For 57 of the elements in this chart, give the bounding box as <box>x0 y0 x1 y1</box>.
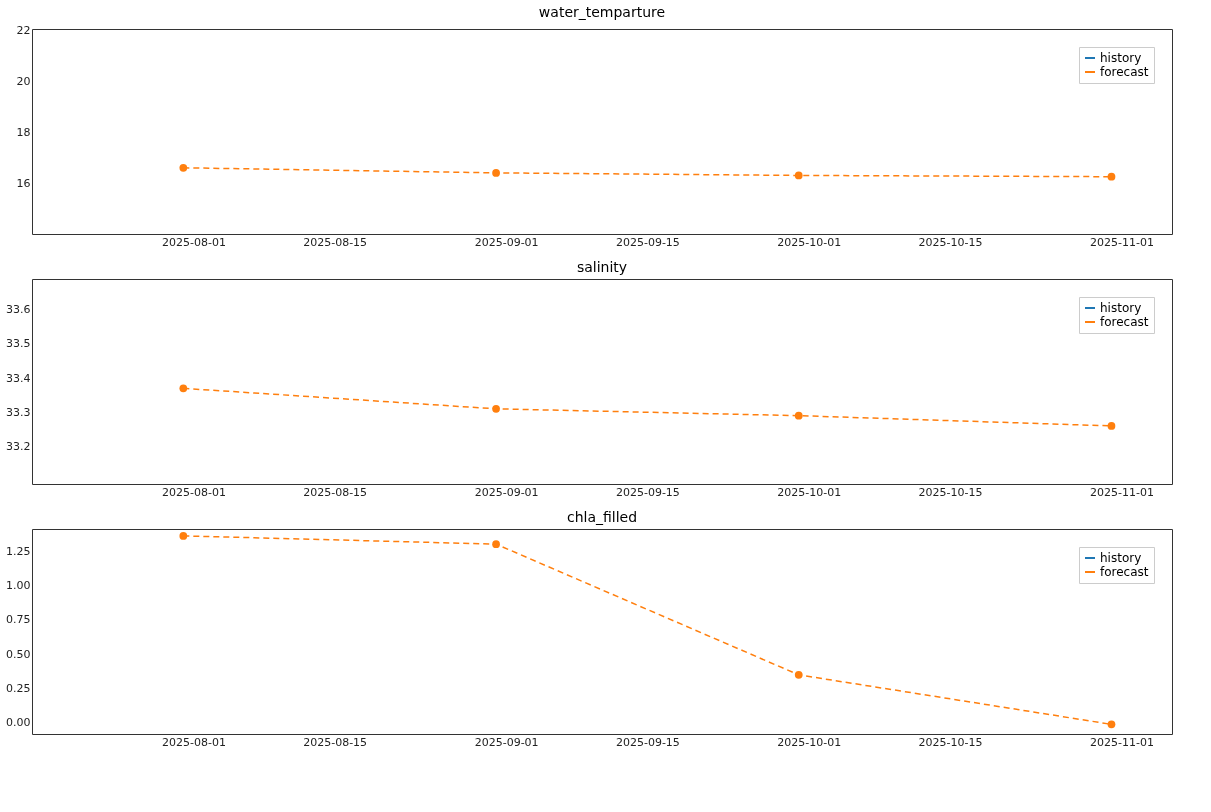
x-tick-label: 2025-09-01 <box>474 485 539 499</box>
point <box>1107 172 1116 181</box>
x-tick-label: 2025-11-01 <box>1090 485 1155 499</box>
x-tick-label: 2025-08-15 <box>303 485 368 499</box>
x-tick-label: 2025-09-15 <box>615 235 680 249</box>
point <box>794 171 803 180</box>
x-tick-label: 2025-10-15 <box>918 485 983 499</box>
legend-label: history <box>1100 551 1142 565</box>
y-tick-label: 33.4 <box>6 371 31 385</box>
x-tick-label: 2025-10-15 <box>918 235 983 249</box>
y-tick-label: 22 <box>16 23 31 37</box>
y-tick-label: 33.3 <box>6 405 31 419</box>
y-tick-label: 16 <box>16 176 31 190</box>
x-tick-label: 2025-09-01 <box>474 235 539 249</box>
y-tick-label: 0.50 <box>6 647 31 661</box>
legend-label: history <box>1100 301 1142 315</box>
x-tick-label: 2025-09-15 <box>615 735 680 749</box>
point <box>1107 720 1116 729</box>
legend-label: forecast <box>1100 65 1149 79</box>
y-tick-label: 0.75 <box>6 613 31 627</box>
x-tick-label: 2025-10-01 <box>777 485 842 499</box>
x-tick-label: 2025-09-01 <box>474 735 539 749</box>
y-tick-label: 1.00 <box>6 578 31 592</box>
point <box>794 670 803 679</box>
y-tick-label: 33.5 <box>6 337 31 351</box>
y-tick-label: 0.00 <box>6 716 31 730</box>
point <box>179 163 188 172</box>
y-tick-label: 18 <box>16 125 31 139</box>
point <box>179 532 188 540</box>
point <box>492 404 500 413</box>
point <box>179 384 188 393</box>
x-tick-label: 2025-11-01 <box>1090 735 1155 749</box>
x-tick-label: 2025-10-01 <box>777 735 842 749</box>
y-tick-label: 33.2 <box>6 439 31 453</box>
x-tick-label: 2025-11-01 <box>1090 235 1155 249</box>
x-tick-label: 2025-10-15 <box>918 735 983 749</box>
x-tick-label: 2025-08-01 <box>161 735 226 749</box>
x-tick-label: 2025-08-01 <box>161 235 226 249</box>
x-tick-label: 2025-08-15 <box>303 735 368 749</box>
chart-title: water_temparture <box>538 4 666 21</box>
point <box>794 411 803 420</box>
chart-title: salinity <box>576 259 628 275</box>
x-tick-label: 2025-08-01 <box>161 485 226 499</box>
legend-label: forecast <box>1100 315 1149 329</box>
x-tick-label: 2025-09-15 <box>615 485 680 499</box>
legend-label: history <box>1100 51 1142 65</box>
point <box>492 540 500 548</box>
y-tick-label: 20 <box>16 74 31 88</box>
legend-label: forecast <box>1100 565 1149 579</box>
x-tick-label: 2025-10-01 <box>777 235 842 249</box>
point <box>492 169 500 177</box>
chart-title: chla_filled <box>566 509 638 525</box>
x-tick-label: 2025-08-15 <box>303 235 368 249</box>
y-tick-label: 0.25 <box>6 682 31 696</box>
y-tick-label: 1.25 <box>6 544 31 558</box>
point <box>1107 422 1116 430</box>
y-tick-label: 33.6 <box>6 303 31 317</box>
